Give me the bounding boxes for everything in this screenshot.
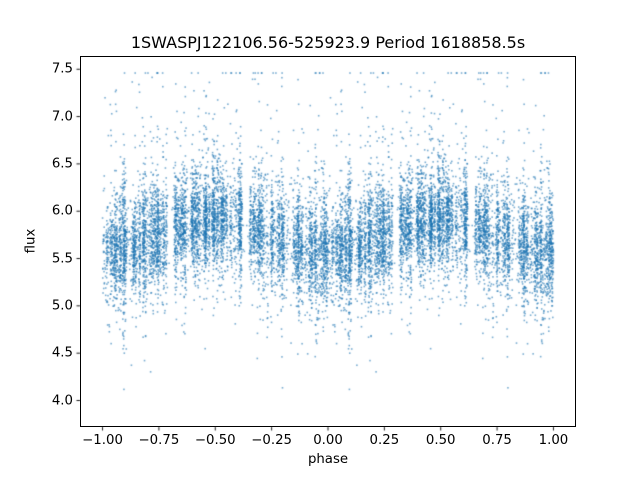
x-tick-label: 0.75 xyxy=(482,433,512,448)
x-tick-label: 0.00 xyxy=(313,433,343,448)
y-axis-label: flux xyxy=(23,228,39,254)
x-tick-label: −1.00 xyxy=(82,433,123,448)
y-tick-label: 5.5 xyxy=(51,251,73,267)
x-tick-label: −0.25 xyxy=(251,433,292,448)
y-tick-label: 6.0 xyxy=(51,203,73,219)
y-tick-label: 6.5 xyxy=(51,156,73,172)
x-tick-label: 1.00 xyxy=(538,433,569,448)
y-tick-label: 7.5 xyxy=(51,61,73,77)
x-tick-label: −0.50 xyxy=(194,433,236,448)
y-tick-label: 4.0 xyxy=(51,393,73,408)
x-tick-label: 0.50 xyxy=(425,433,456,448)
x-axis-label: phase xyxy=(307,452,349,467)
y-tick-label: 4.5 xyxy=(51,345,73,361)
plot-title: 1SWASPJ122106.56-525923.9 Period 1618858… xyxy=(130,33,526,52)
y-tick-label: 7.0 xyxy=(51,109,73,125)
x-tick-label: 0.25 xyxy=(369,433,400,448)
y-tick-label: 5.0 xyxy=(51,298,73,314)
x-tick-label: −0.75 xyxy=(138,433,180,448)
